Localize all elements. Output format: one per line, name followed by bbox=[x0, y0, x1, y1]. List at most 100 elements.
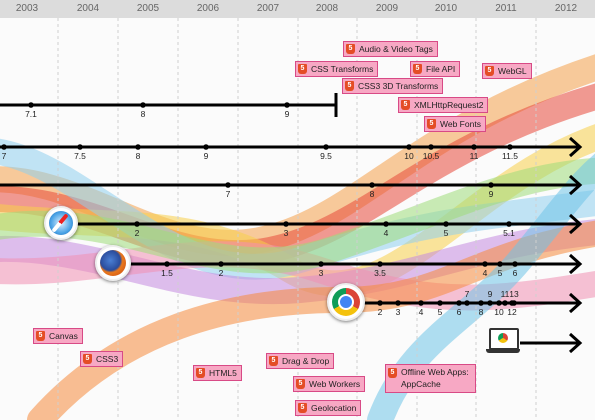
chrome-logo-icon bbox=[327, 283, 365, 321]
version-label: 3 bbox=[284, 228, 289, 238]
version-dot bbox=[203, 144, 209, 150]
version-dot bbox=[377, 261, 383, 267]
timeline-safari: 2 3 4 5 5.1 bbox=[74, 213, 583, 238]
version-label: 8 bbox=[141, 109, 146, 119]
version-label: 7.1 bbox=[25, 109, 37, 119]
version-dot bbox=[506, 221, 512, 227]
feature-tag-label: HTML5 bbox=[209, 368, 237, 378]
version-label: 1.5 bbox=[161, 268, 173, 278]
version-dot bbox=[383, 221, 389, 227]
version-dot bbox=[369, 182, 375, 188]
version-label: 10 bbox=[404, 151, 414, 161]
feature-tag-label: CSS Transforms bbox=[311, 64, 374, 74]
version-label: 5 bbox=[498, 268, 503, 278]
safari-logo-icon bbox=[44, 206, 78, 240]
version-dot bbox=[1, 144, 7, 150]
version-label: 11.5 bbox=[502, 151, 518, 161]
feature-tag-label: XMLHttpRequest2 bbox=[414, 100, 484, 110]
html5-badge-icon: 5 bbox=[388, 368, 397, 378]
version-dot bbox=[497, 261, 503, 267]
timeline-ie-2: 7 8 9 bbox=[0, 174, 583, 199]
feature-tag-drag-drop: 5 Drag & Drop bbox=[266, 353, 335, 369]
version-dot bbox=[140, 102, 146, 108]
html5-badge-icon: 5 bbox=[485, 66, 494, 76]
version-dot bbox=[507, 144, 513, 150]
version-label: 11 bbox=[470, 151, 479, 161]
feature-tag-label: WebGL bbox=[498, 66, 527, 76]
timeline-opera: 7 7.5 8 9 9.5 10 10.5 11 11.5 bbox=[0, 136, 583, 161]
version-dot bbox=[318, 261, 324, 267]
version-label: 7 bbox=[226, 189, 231, 199]
arrow-head-icon bbox=[568, 253, 583, 275]
version-dot bbox=[323, 144, 329, 150]
version-dot bbox=[512, 261, 518, 267]
year-label: 2008 bbox=[315, 3, 339, 14]
year-label: 2010 bbox=[434, 3, 458, 14]
feature-tag-geolocation: 5 Geolocation bbox=[295, 400, 362, 416]
year-label: 2007 bbox=[256, 3, 280, 14]
version-label: 4 bbox=[419, 307, 424, 317]
version-dot bbox=[464, 300, 470, 306]
version-dot bbox=[218, 261, 224, 267]
version-dot bbox=[135, 144, 141, 150]
version-dot bbox=[511, 300, 517, 306]
feature-tag-canvas: 5 Canvas bbox=[33, 328, 83, 344]
timeline-chrome-os bbox=[520, 332, 583, 354]
version-dot bbox=[478, 300, 484, 306]
version-label: 8 bbox=[136, 151, 141, 161]
version-dot bbox=[502, 300, 508, 306]
version-label: 11 bbox=[501, 289, 510, 299]
feature-tag-label: Web Workers bbox=[309, 379, 361, 389]
version-label: 2 bbox=[135, 228, 140, 238]
arrow-head-icon bbox=[568, 332, 583, 354]
feature-tag-label: Drag & Drop bbox=[282, 356, 330, 366]
version-label: 7.5 bbox=[74, 151, 86, 161]
decorative-ribbon bbox=[0, 241, 595, 311]
version-dot bbox=[164, 261, 170, 267]
version-label: 9 bbox=[285, 109, 290, 119]
arrow-head-icon bbox=[568, 213, 583, 235]
version-label: 9 bbox=[489, 189, 494, 199]
year-label: 2004 bbox=[76, 3, 100, 14]
feature-tag-web-workers: 5 Web Workers bbox=[293, 376, 366, 392]
html5-badge-icon: 5 bbox=[296, 379, 305, 389]
version-dot bbox=[406, 144, 412, 150]
chromebook-laptop-icon bbox=[486, 328, 520, 356]
version-label: 2 bbox=[219, 268, 224, 278]
version-label: 4 bbox=[483, 268, 488, 278]
firefox-logo-icon bbox=[95, 245, 131, 281]
version-label: 12 bbox=[507, 307, 517, 317]
version-dot bbox=[284, 102, 290, 108]
html5-badge-icon: 5 bbox=[413, 64, 422, 74]
version-label: 3 bbox=[319, 268, 324, 278]
feature-tag-web-fonts: 5 Web Fonts bbox=[424, 116, 486, 132]
version-dot bbox=[77, 144, 83, 150]
year-label: 2006 bbox=[196, 3, 220, 14]
version-dot bbox=[28, 102, 34, 108]
version-label: 3 bbox=[396, 307, 401, 317]
version-label: 5 bbox=[444, 228, 449, 238]
version-label: 9.5 bbox=[320, 151, 332, 161]
year-header: 2003 2004 2005 2006 2007 2008 2009 2010 … bbox=[0, 0, 595, 18]
feature-tag-audio-video: 5 Audio & Video Tags bbox=[343, 41, 438, 57]
version-label: 10.5 bbox=[423, 151, 440, 161]
html5-badge-icon: 5 bbox=[346, 44, 355, 54]
feature-tag-css-transforms: 5 CSS Transforms bbox=[295, 61, 379, 77]
year-label: 2009 bbox=[375, 3, 399, 14]
version-dot bbox=[377, 300, 383, 306]
version-dot bbox=[134, 221, 140, 227]
html5-badge-icon: 5 bbox=[345, 81, 354, 91]
html5-badge-icon: 5 bbox=[196, 368, 205, 378]
arrow-head-icon bbox=[568, 136, 583, 158]
version-dot bbox=[487, 300, 493, 306]
feature-tag-html5: 5 HTML5 bbox=[193, 365, 242, 381]
version-dot bbox=[395, 300, 401, 306]
feature-tag-label: File API bbox=[426, 64, 456, 74]
year-label: 2012 bbox=[554, 3, 578, 14]
feature-tag-webgl: 5 WebGL bbox=[482, 63, 532, 79]
version-label: 8 bbox=[479, 307, 484, 317]
year-label: 2003 bbox=[15, 3, 39, 14]
version-label: 6 bbox=[457, 307, 462, 317]
